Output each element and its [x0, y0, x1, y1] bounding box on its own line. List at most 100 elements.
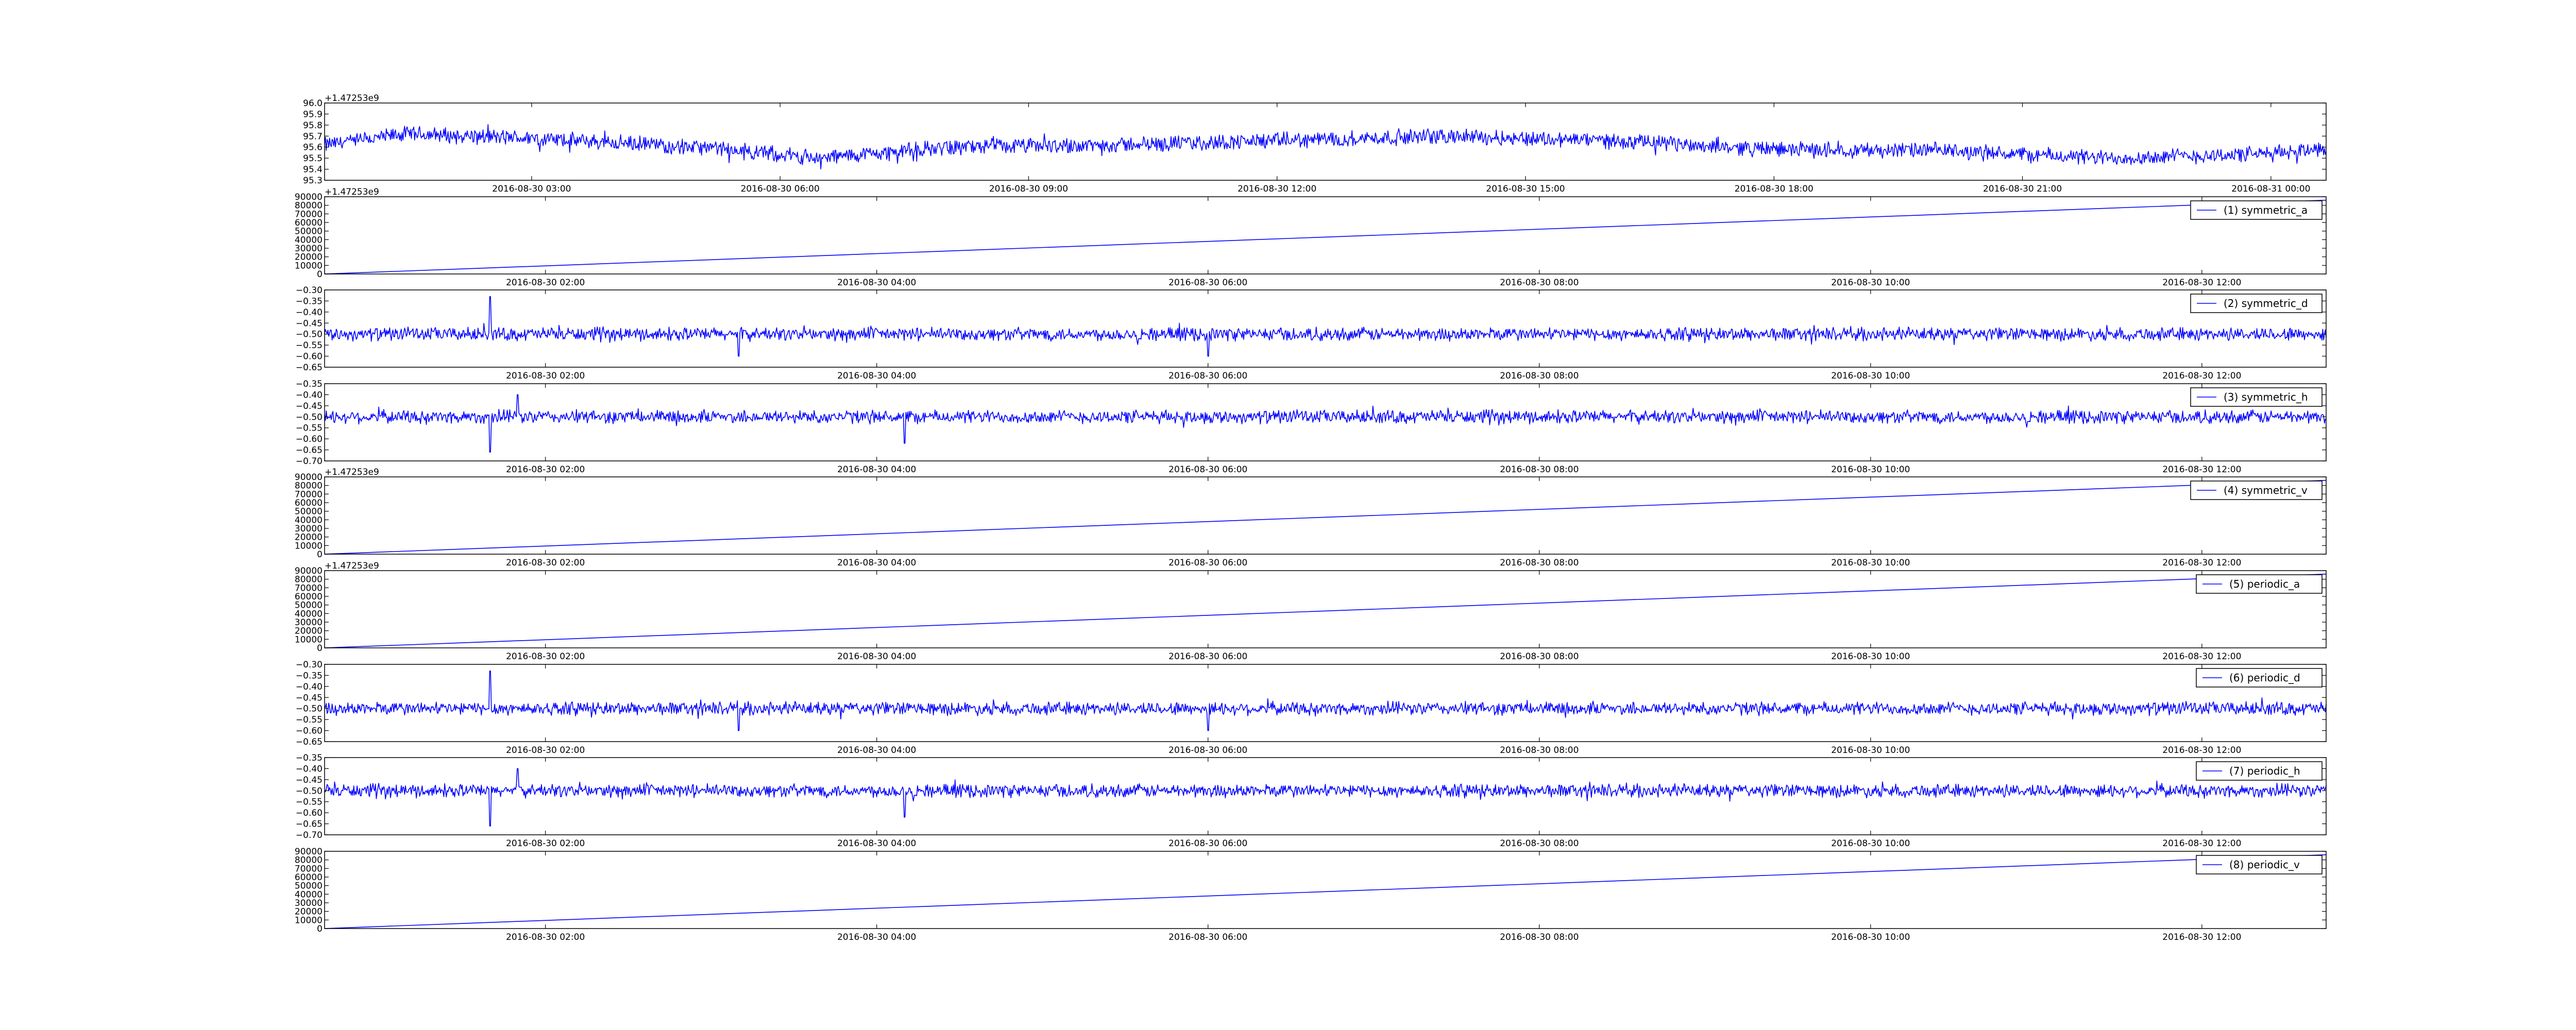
- legend-box: [2196, 574, 2323, 594]
- x-tick-label: 2016-08-30 10:00: [1831, 371, 1910, 381]
- y-tick-label: −0.30: [296, 285, 323, 296]
- x-tick-label: 2016-08-30 06:00: [1168, 932, 1247, 942]
- y-tick-label: 90000: [295, 566, 323, 576]
- x-tick-label: 2016-08-30 06:00: [1168, 371, 1247, 381]
- y-tick-label: −0.70: [296, 456, 323, 467]
- y-tick-label: −0.60: [296, 434, 323, 444]
- y-tick-label: 95.9: [303, 109, 323, 119]
- y-tick-label: 80000: [295, 201, 323, 211]
- y-tick-label: 80000: [295, 855, 323, 866]
- series-line-6: [324, 573, 2327, 648]
- subplot-4: −0.70−0.65−0.60−0.55−0.50−0.45−0.40−0.35…: [296, 379, 2327, 475]
- y-tick-label: −0.35: [296, 379, 323, 389]
- y-tick-label: −0.40: [296, 764, 323, 774]
- axes-frame-4: [324, 383, 2327, 461]
- y-tick-label: 40000: [295, 515, 323, 525]
- y-tick-label: −0.50: [296, 412, 323, 422]
- y-tick-label: −0.50: [296, 330, 323, 340]
- x-tick-label: 2016-08-30 06:00: [741, 184, 820, 194]
- y-tick-label: −0.55: [296, 797, 323, 808]
- axes-frame-5: [324, 476, 2327, 555]
- x-tick-label: 2016-08-30 04:00: [837, 558, 916, 568]
- y-tick-label: 95.3: [303, 176, 323, 186]
- x-tick-label: 2016-08-30 02:00: [506, 651, 585, 662]
- x-tick-label: 2016-08-30 06:00: [1168, 651, 1247, 662]
- y-tick-label: 0: [317, 924, 323, 934]
- legend-label: (2) symmetric_d: [2224, 297, 2308, 310]
- x-tick-label: 2016-08-30 08:00: [1500, 371, 1579, 381]
- y-tick-label: −0.45: [296, 775, 323, 785]
- x-tick-label: 2016-08-30 06:00: [1168, 465, 1247, 475]
- x-tick-label: 2016-08-30 04:00: [837, 465, 916, 475]
- x-tick-label: 2016-08-30 10:00: [1831, 558, 1910, 568]
- legend-label: (6) periodic_d: [2229, 672, 2300, 684]
- x-tick-label: 2016-08-30 12:00: [1238, 184, 1316, 194]
- series-line-9: [324, 854, 2327, 929]
- y-tick-label: 95.7: [303, 131, 323, 142]
- y-tick-label: 70000: [295, 864, 323, 874]
- x-tick-label: 2016-08-30 02:00: [506, 558, 585, 568]
- x-tick-label: 2016-08-30 08:00: [1500, 651, 1579, 662]
- y-tick-label: 20000: [295, 907, 323, 917]
- x-tick-label: 2016-08-30 21:00: [1983, 184, 2062, 194]
- offset-label: +1.47253e9: [325, 467, 379, 477]
- y-tick-label: −0.65: [296, 819, 323, 830]
- x-tick-label: 2016-08-30 12:00: [2162, 465, 2241, 475]
- x-tick-label: 2016-08-30 02:00: [506, 278, 585, 288]
- x-tick-label: 2016-08-30 12:00: [2162, 838, 2241, 849]
- y-tick-label: −0.50: [296, 786, 323, 796]
- subplot-7: −0.65−0.60−0.55−0.50−0.45−0.40−0.35−0.30…: [296, 660, 2327, 756]
- x-tick-label: 2016-08-30 03:00: [492, 184, 571, 194]
- legend-label: (1) symmetric_a: [2224, 204, 2308, 216]
- y-tick-label: 0: [317, 550, 323, 560]
- y-tick-label: 90000: [295, 472, 323, 483]
- x-tick-label: 2016-08-30 10:00: [1831, 745, 1910, 756]
- x-tick-label: 2016-08-30 04:00: [837, 651, 916, 662]
- x-tick-label: 2016-08-30 12:00: [2162, 932, 2241, 942]
- y-tick-label: −0.40: [296, 390, 323, 400]
- x-tick-label: 2016-08-30 10:00: [1831, 651, 1910, 662]
- x-tick-label: 2016-08-30 09:00: [989, 184, 1068, 194]
- y-tick-label: −0.55: [296, 423, 323, 434]
- x-tick-label: 2016-08-30 10:00: [1831, 838, 1910, 849]
- offset-label: +1.47253e9: [325, 93, 379, 104]
- axes-frame-6: [324, 570, 2327, 648]
- y-tick-label: −0.35: [296, 296, 323, 306]
- y-tick-label: 20000: [295, 533, 323, 543]
- y-tick-label: −0.40: [296, 682, 323, 692]
- x-tick-label: 2016-08-30 12:00: [2162, 651, 2241, 662]
- y-tick-label: −0.50: [296, 704, 323, 714]
- y-tick-label: −0.45: [296, 693, 323, 703]
- y-tick-label: −0.55: [296, 715, 323, 725]
- y-tick-label: 30000: [295, 898, 323, 908]
- series-line-8: [324, 768, 2327, 827]
- y-tick-label: 30000: [295, 617, 323, 628]
- x-tick-label: 2016-08-30 08:00: [1500, 278, 1579, 288]
- y-tick-label: 95.4: [303, 165, 323, 175]
- legend-label: (5) periodic_a: [2229, 578, 2300, 590]
- series-line-7: [324, 671, 2327, 731]
- series-line-5: [324, 479, 2327, 555]
- subplot-8: −0.70−0.65−0.60−0.55−0.50−0.45−0.40−0.35…: [296, 753, 2327, 849]
- subplot-5: 0100002000030000400005000060000700008000…: [295, 467, 2327, 568]
- y-tick-label: 80000: [295, 481, 323, 491]
- x-tick-label: 2016-08-30 12:00: [2162, 558, 2241, 568]
- y-tick-label: 50000: [295, 600, 323, 611]
- y-tick-label: −0.35: [296, 671, 323, 681]
- y-tick-label: 10000: [295, 915, 323, 925]
- subplot-9: 0100002000030000400005000060000700008000…: [295, 847, 2327, 942]
- y-tick-label: 40000: [295, 609, 323, 619]
- x-tick-label: 2016-08-30 10:00: [1831, 465, 1910, 475]
- x-tick-label: 2016-08-30 12:00: [2162, 278, 2241, 288]
- x-tick-label: 2016-08-30 02:00: [506, 371, 585, 381]
- y-tick-label: 90000: [295, 192, 323, 202]
- y-tick-label: 90000: [295, 847, 323, 857]
- y-tick-label: 0: [317, 269, 323, 280]
- y-tick-label: −0.60: [296, 352, 323, 362]
- series-line-4: [324, 394, 2327, 453]
- y-tick-label: 80000: [295, 575, 323, 585]
- subplot-3: −0.65−0.60−0.55−0.50−0.45−0.40−0.35−0.30…: [296, 285, 2327, 381]
- y-tick-label: 30000: [295, 524, 323, 534]
- axes-frame-8: [324, 757, 2327, 835]
- y-tick-label: 60000: [295, 218, 323, 228]
